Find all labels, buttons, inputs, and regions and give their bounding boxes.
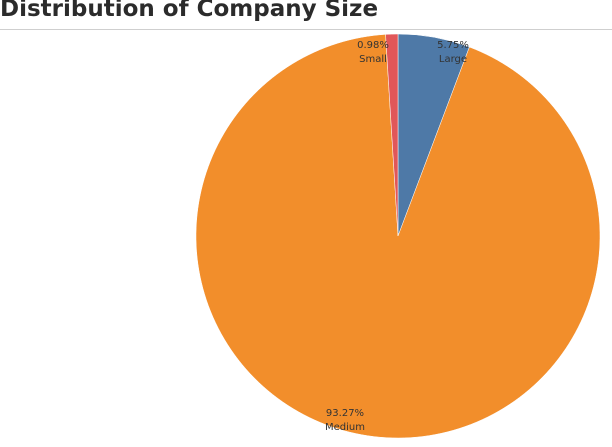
pie-slices (195, 33, 601, 439)
pie-labels: 5.75% Large 93.27% Medium 0.98% Small (325, 40, 469, 433)
pie-label-value-large: 5.75% (437, 40, 469, 51)
pie-label-value-medium: 93.27% (326, 408, 364, 419)
pie-label-value-small: 0.98% (357, 40, 389, 51)
pie-slice-medium (195, 34, 601, 439)
pie-label-name-medium: Medium (325, 422, 365, 433)
pie-slice-small (385, 33, 399, 237)
pie-label-name-large: Large (439, 54, 467, 65)
title-divider (0, 29, 612, 30)
chart-title: Distribution of Company Size (0, 0, 379, 22)
pie-label-name-small: Small (359, 54, 387, 65)
